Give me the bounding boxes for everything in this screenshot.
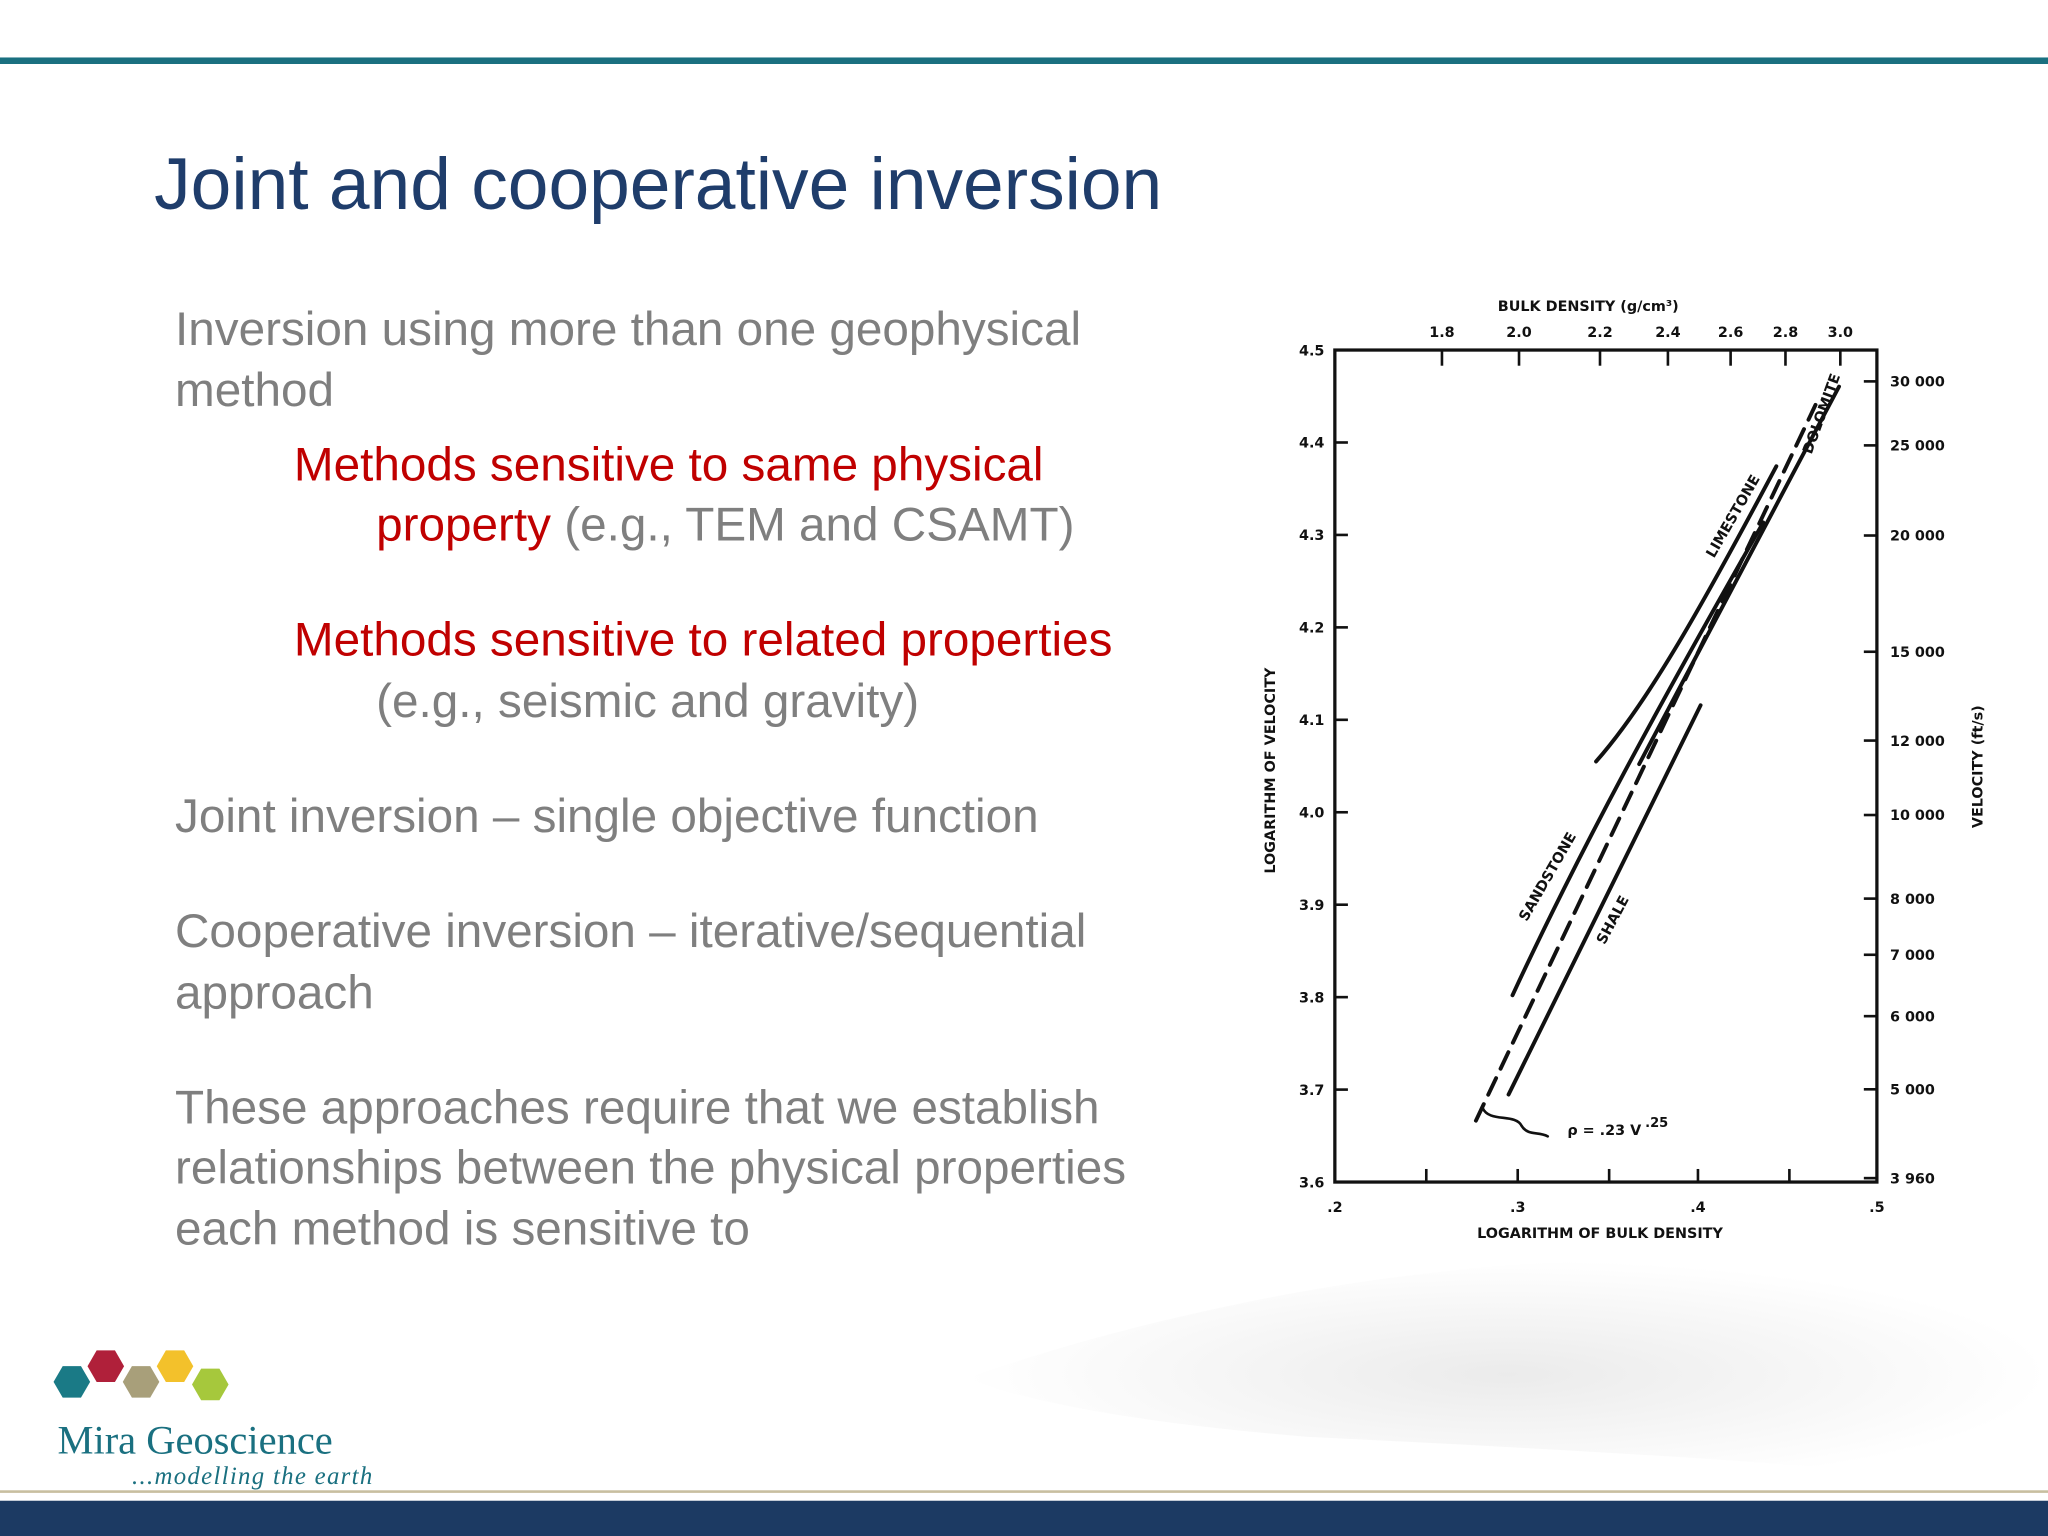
top-tick-label: 2.2 [1587,325,1612,341]
formula-exponent: .25 [1645,1116,1668,1131]
bottom-tick-label: .3 [1510,1200,1525,1216]
logo-hexagon [87,1350,125,1383]
right-tick-label: 8 000 [1890,892,1935,908]
right-tick-label: 12 000 [1890,734,1945,750]
plot-frame [1333,348,1879,1184]
formula-base: ρ = .23 V [1567,1123,1642,1139]
top-axis-label: BULK DENSITY (g/cm³) [1498,299,1679,315]
sub-bullet-line: Methods sensitive to same physical [294,439,1044,492]
top-tick-label: 2.6 [1718,325,1743,341]
logo-tagline: ...modelling the earth [132,1463,374,1490]
bullet-line: These approaches require that we establi… [175,1081,1100,1134]
top-tick-label: 3.0 [1828,325,1853,341]
top-tick-label: 1.8 [1429,325,1454,341]
right-axis-label: VELOCITY (ft/s) [1971,705,1987,828]
logo-hexagons [53,1350,229,1401]
left-tick-label: 3.6 [1299,1175,1324,1191]
bullet-line: Joint inversion – single objective funct… [175,790,1039,843]
footer-rule [0,1490,2048,1493]
bullet-line: Cooperative inversion – iterative/sequen… [175,905,1086,958]
logo-name: Mira Geoscience [57,1418,332,1463]
bottom-axis-label: LOGARITHM OF BULK DENSITY [1477,1226,1723,1242]
right-tick-label: 3 960 [1890,1171,1935,1187]
grey-text: (e.g., TEM and CSAMT) [551,499,1074,552]
left-tick-label: 3.8 [1299,990,1324,1006]
logo-hexagon [53,1366,91,1398]
right-tick-label: 7 000 [1890,948,1935,964]
dashed-line [1473,402,1818,1123]
bullet-line: relationships between the physical prope… [175,1141,1126,1194]
red-text: property [376,499,551,552]
bottom-tick-label: .4 [1690,1200,1705,1216]
bottom-tick-label: .5 [1869,1200,1884,1216]
watermark [966,1259,2048,1489]
shale-line [1506,703,1703,1097]
right-tick-label: 30 000 [1890,375,1945,391]
left-tick-label: 4.2 [1299,621,1324,637]
right-tick-label: 6 000 [1890,1009,1935,1025]
left-tick-label: 4.4 [1299,436,1324,452]
logo-hexagon [192,1368,229,1401]
formula: ρ = .23 V .25 [1567,1116,1668,1139]
top-tick-label: 2.0 [1506,325,1531,341]
bottom-tick-label: .2 [1327,1200,1342,1216]
right-tick-label: 15 000 [1890,645,1945,661]
right-tick-label: 25 000 [1890,439,1945,455]
left-tick-label: 4.3 [1299,528,1324,544]
logo-hexagon [156,1350,194,1383]
curves [1473,384,1841,1138]
right-tick-label: 5 000 [1890,1083,1935,1099]
bullet-line: Inversion using more than one geophysica… [175,303,1081,356]
bullet-line: method [175,364,334,417]
body-text: Inversion using more than one geophysica… [175,303,1126,1256]
bullet-line: approach [175,966,374,1019]
top-tick-label: 2.8 [1773,325,1798,341]
top-tick-label: 2.4 [1655,325,1680,341]
left-tick-label: 4.0 [1299,805,1324,821]
sub-bullet-line: Methods sensitive to related properties [294,614,1113,667]
sub-bullet-line: (e.g., seismic and gravity) [376,675,919,728]
sub-bullet-line: property (e.g., TEM and CSAMT) [376,499,1074,552]
logo: Mira Geoscience ...modelling the earth [53,1350,374,1490]
dolomite-line [1637,384,1841,767]
formula-pointer [1481,1106,1550,1138]
footer-bar [0,1500,2048,1536]
left-tick-label: 4.1 [1299,713,1324,729]
left-tick-label: 3.9 [1299,898,1324,914]
left-tick-label: 4.5 [1299,343,1324,359]
limestone-line [1594,464,1779,764]
left-tick-label: 3.7 [1299,1083,1324,1099]
right-tick-label: 10 000 [1890,808,1945,824]
right-tick-label: 20 000 [1890,529,1945,545]
slide-title: Joint and cooperative inversion [154,144,1162,225]
logo-hexagon [122,1366,160,1398]
left-axis-label: LOGARITHM OF VELOCITY [1263,667,1279,874]
sandstone-line [1510,520,1766,998]
bullet-line: each method is sensitive to [175,1203,750,1256]
top-rule [0,57,2048,64]
